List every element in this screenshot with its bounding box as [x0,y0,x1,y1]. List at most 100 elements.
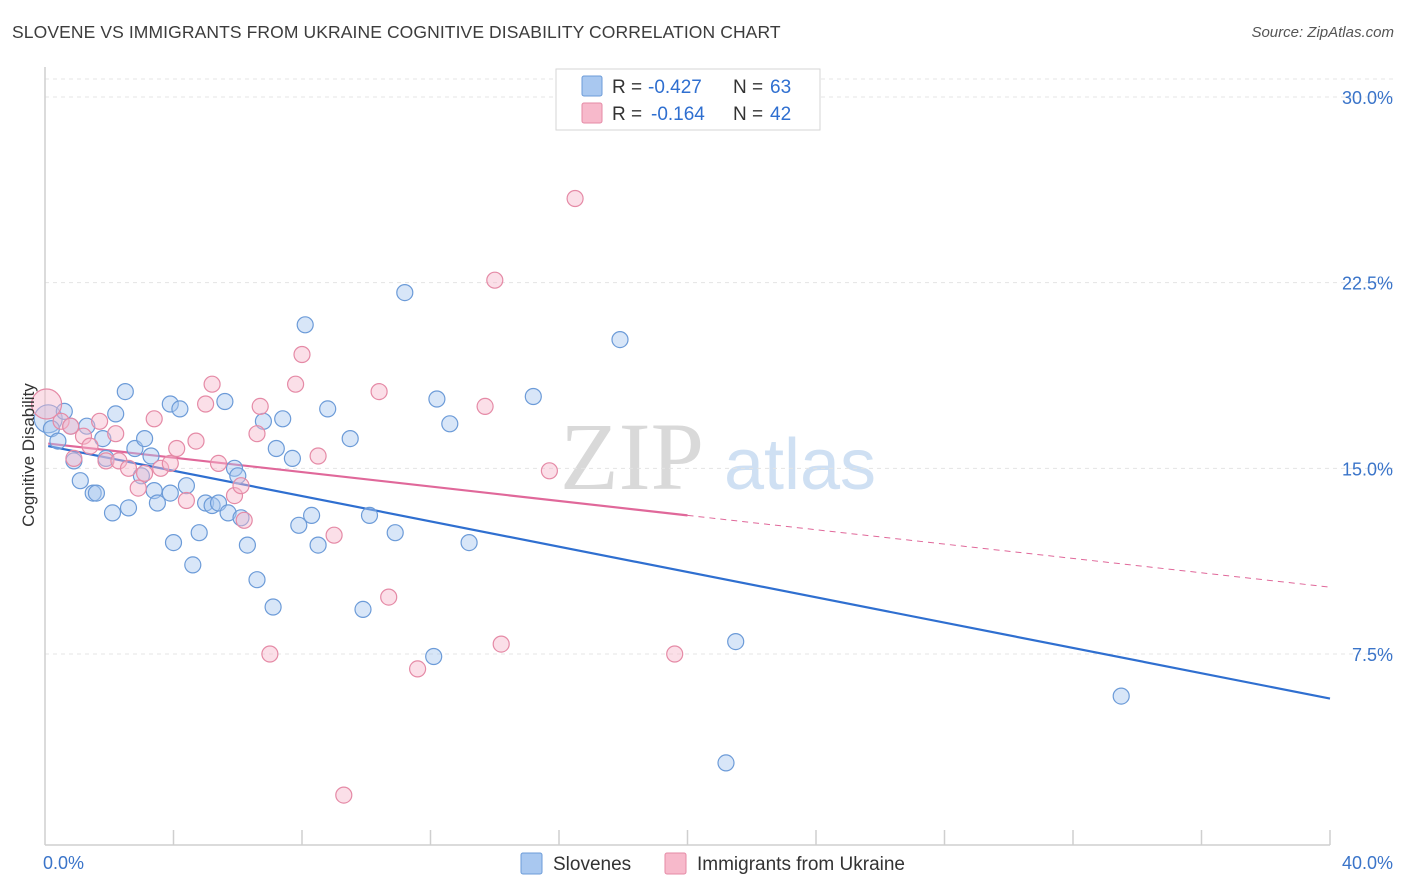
slovenes-point [71,472,89,490]
ukraine-point [476,397,494,415]
bottom-legend: Slovenes Immigrants from Ukraine [520,852,905,875]
slovenes-point [524,387,542,406]
ukraine-point [203,375,221,393]
slovenes-point [161,395,179,413]
slovenes-point [164,533,183,552]
slovenes-point [428,390,446,408]
ukraine-point [409,660,427,678]
slovenes-point [177,477,195,495]
legend-r-label-2: R = [612,104,642,125]
ukraine-point [177,491,195,510]
slovenes-point [460,533,478,552]
slovenes-point [87,484,106,502]
slovenes-point [55,402,73,420]
ukraine-point [566,189,584,208]
ukraine-point [119,459,138,477]
ukraine-point [235,511,253,529]
ukraine-point [492,635,510,653]
source-label: Source: ZipAtlas.com [1251,24,1394,41]
gridlines [45,78,1393,655]
slovenes-point [136,430,154,448]
trend-lines [47,442,1331,700]
ukraine-point [81,437,99,455]
slovenes-point [727,632,745,651]
legend-swatch-ukraine [581,102,603,124]
slovenes-point [341,430,359,448]
ukraine-point [161,454,179,472]
legend-n-label-2: N = [733,104,763,125]
slovenes-point [232,509,250,527]
bottom-legend-swatch-slovenes [520,852,543,875]
slovenes-point [248,571,266,589]
legend-r-label-1: R = [612,77,642,98]
slovenes-point [386,524,404,542]
ukraine-point [168,439,186,458]
ukraine-point [187,432,205,450]
chart-title: SLOVENE VS IMMIGRANTS FROM UKRAINE COGNI… [12,22,781,42]
slovenes-point [103,504,122,522]
ukraine-point [293,345,311,364]
ukraine-point [74,427,93,445]
slovenes-point [354,600,372,619]
slovenes-point [171,400,189,418]
ukraine-point [209,454,228,472]
slovenes-point [319,400,337,418]
ukraine-point [540,462,559,480]
y-tick-label: 30.0% [1342,88,1393,108]
legend-n-value-2: 42 [770,104,791,125]
slovenes-point [116,383,134,401]
slovenes-point [441,415,459,433]
trend-line-slovenes [47,444,1331,700]
ukraine-point [335,786,353,804]
ukraine-point [325,526,343,544]
ukraine-point [197,395,215,413]
x-tick-label-min: 0.0% [43,853,84,873]
y-tick-label: 7.5% [1352,645,1393,665]
y-tick-label: 15.0% [1342,459,1393,479]
ukraine-point [287,375,305,393]
slovenes-point [219,504,237,522]
bottom-legend-label-ukraine: Immigrants from Ukraine [697,854,905,875]
slovenes-point [296,316,314,334]
bottom-legend-label-slovenes: Slovenes [553,854,631,875]
slovenes-point [303,506,321,525]
ukraine-point [152,459,170,477]
ukraine-point [107,425,125,443]
legend-n-value-1: 63 [770,77,791,98]
ukraine-point [136,464,154,482]
ukraine-point [30,388,63,420]
ukraine-point [145,410,163,428]
slovenes-point [396,284,414,302]
slovenes-point [216,392,234,411]
ukraine-point [309,447,327,465]
bottom-legend-swatch-ukraine [664,852,687,875]
trend-line-ukraine-extrapolated [687,514,1331,588]
slovenes-point [309,536,327,554]
ukraine-point [261,645,279,663]
slovenes-point [267,439,285,458]
slovenes-point [360,506,379,525]
y-axis-label: Cognitive Disability [19,383,38,527]
ukraine-point [62,417,80,435]
ukraine-point [380,588,398,606]
ukraine-point [232,477,250,495]
x-tick-label-max: 40.0% [1342,853,1393,873]
slovenes-point [1112,687,1130,705]
legend-n-label-1: N = [733,77,763,98]
slovenes-point [119,499,138,517]
y-tick-label: 22.5% [1342,274,1393,294]
data-points [30,189,1130,804]
ukraine-point [486,271,504,289]
ukraine-point [251,397,269,415]
ukraine-point [370,383,388,401]
slovenes-point [274,410,292,428]
watermark-zip: ZIP [560,403,704,510]
slovenes-point [290,516,308,534]
slovenes-point [264,598,282,616]
slovenes-point [283,449,301,467]
slovenes-point [107,405,125,423]
slovenes-point [142,447,160,465]
ukraine-point [225,487,244,505]
slovenes-point [717,754,735,772]
slovenes-point [184,556,202,574]
